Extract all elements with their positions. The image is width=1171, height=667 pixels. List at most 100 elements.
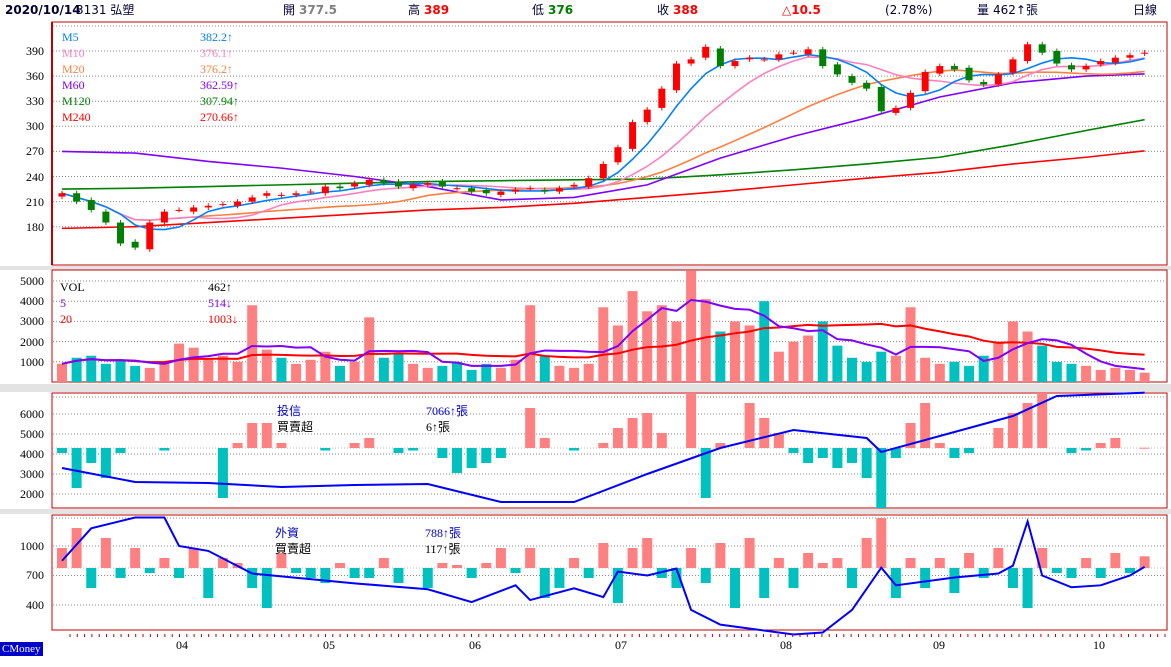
x-month-label: 09: [933, 638, 945, 652]
trust-net-bar: [817, 448, 828, 458]
foreign-net-bar: [817, 563, 828, 568]
volume-bar: [978, 355, 989, 382]
foreign-net-bar: [144, 568, 155, 573]
volume-bar: [408, 363, 419, 382]
volume-bar: [1095, 369, 1106, 382]
foreign-net-bar: [349, 568, 360, 578]
foreign-net-bar: [861, 538, 872, 568]
candle-body: [760, 59, 768, 61]
volume-bar: [744, 325, 755, 382]
trust-net-bar: [876, 448, 887, 508]
candle-body: [190, 207, 198, 212]
trust-net-bar: [393, 448, 404, 453]
candle-body: [819, 49, 827, 67]
y-tick-label: 360: [26, 69, 44, 84]
candle-body: [321, 186, 329, 194]
x-month-label: 10: [1093, 638, 1105, 652]
legend-m10-label: M10: [62, 46, 85, 60]
volume-bar: [203, 359, 214, 382]
foreign-net-bar: [934, 558, 945, 568]
trust-net-bar: [964, 448, 975, 453]
candle-body: [994, 74, 1002, 85]
foreign-net-bar: [495, 548, 506, 568]
candle-body: [1038, 44, 1046, 53]
foreign-net-bar: [715, 543, 726, 568]
date: 2020/10/14: [5, 3, 81, 17]
period-selector[interactable]: 日線: [1133, 3, 1158, 17]
volume-ma20-line: [61, 322, 1145, 365]
foreign-net-bar: [876, 518, 887, 568]
candle-body: [1141, 52, 1149, 54]
foreign-net-bar: [583, 568, 594, 578]
volume-bar: [583, 363, 594, 382]
trust-net-bar: [627, 418, 638, 448]
trust-net-bar: [612, 428, 623, 448]
candle-body: [512, 189, 520, 192]
foreign-net-bar: [305, 568, 316, 578]
trust-net-bar: [861, 448, 872, 478]
volume-bar: [159, 361, 170, 382]
legend-m10-value: 376.1↑: [200, 46, 233, 60]
volume-bar: [393, 353, 404, 382]
foreign-cumulative-line: [61, 516, 1146, 636]
ma240-line: [61, 150, 1145, 230]
candle-body: [160, 211, 168, 223]
volume-bar: [378, 357, 389, 382]
candle-body: [790, 52, 797, 54]
volume-bar: [539, 355, 550, 382]
low-value: 376: [548, 3, 574, 17]
trust-net-bar: [1110, 438, 1121, 448]
volume-bar: [466, 369, 477, 382]
candle-body: [175, 209, 183, 211]
volume-bar: [700, 299, 711, 382]
foreign-net-bar: [1081, 558, 1092, 568]
volume-bar: [144, 367, 155, 382]
cmoney-logo[interactable]: CMoney: [0, 642, 43, 656]
candle-body: [921, 71, 929, 92]
foreign-net-bar: [481, 563, 492, 568]
foreign-net-bar: [1110, 553, 1121, 568]
candle-body: [599, 163, 607, 179]
candle-body: [731, 61, 739, 67]
volume-bar: [920, 357, 931, 382]
volume-bar: [1007, 321, 1018, 382]
trust-net-bar: [598, 443, 609, 448]
volume-bar: [261, 349, 272, 382]
candle-body: [570, 184, 578, 187]
y-tick-label: 1000: [20, 539, 44, 553]
foreign-net-bar: [598, 543, 609, 568]
volume-bar: [890, 355, 901, 382]
foreign-net-bar: [744, 538, 755, 568]
candle-body: [672, 63, 680, 91]
candle-body: [307, 191, 315, 193]
volume-bar: [1124, 369, 1135, 382]
volume-bar: [510, 359, 521, 382]
candle-body: [1067, 65, 1075, 70]
trust-net-bar: [847, 448, 858, 463]
candle-body: [277, 194, 285, 196]
candle-body: [936, 66, 944, 74]
trust-cumulative-value: 7066↑張: [426, 404, 469, 418]
stock-name: 3131 弘塑: [76, 3, 135, 17]
candle-body: [1126, 55, 1134, 58]
volume-bar: [715, 331, 726, 382]
candle-body: [58, 193, 66, 197]
candle-body: [380, 179, 388, 184]
foreign-net-bar: [130, 548, 141, 568]
foreign-subtitle: 買賣超: [275, 542, 312, 556]
volume-bar: [627, 291, 638, 382]
candle-body: [526, 188, 534, 190]
change-value: △10.5: [782, 3, 821, 17]
foreign-net-bar: [964, 553, 975, 568]
close-label: 收: [657, 3, 670, 17]
trust-net-bar: [495, 448, 506, 458]
volume-label: 量: [977, 3, 990, 17]
volume-bar: [188, 347, 199, 382]
legend-m5-value: 382.2↑: [200, 30, 233, 44]
foreign-net-bar: [612, 568, 623, 603]
panel-separator: [0, 384, 1171, 392]
volume-bar: [1066, 363, 1077, 382]
trust-net-bar: [320, 448, 331, 451]
candle-body: [863, 82, 871, 89]
candle-body: [907, 92, 915, 108]
